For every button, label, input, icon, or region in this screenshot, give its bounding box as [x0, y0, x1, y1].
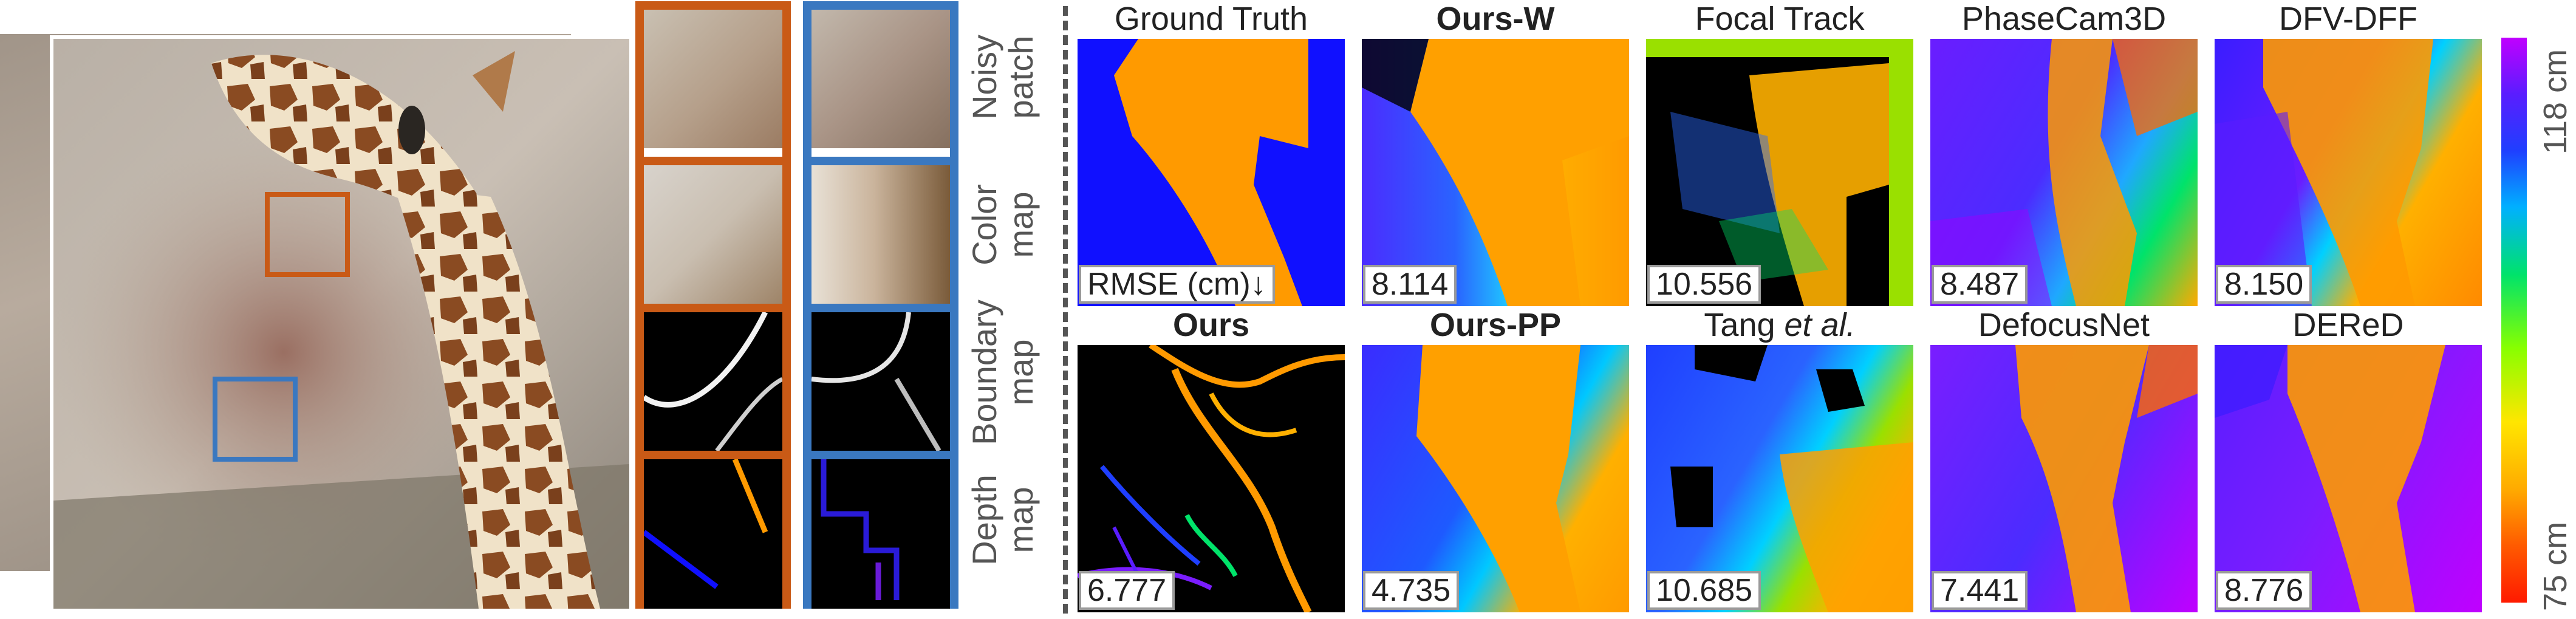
title-ground-truth: Ground Truth [1114, 1, 1308, 37]
title-focal-track: Focal Track [1695, 1, 1865, 37]
panel-ours [1078, 345, 1345, 612]
title-dfv-dff: DFV-DFF [2279, 1, 2417, 37]
defocusnet-depth [2015, 345, 2198, 612]
blue-noisy-patch [811, 10, 950, 148]
panel-defocusnet [1930, 345, 2198, 612]
panel-phasecam3d [1930, 39, 2198, 306]
blue-patch-box [213, 377, 298, 462]
orange-patch-column [635, 1, 791, 609]
panel-ours-pp [1362, 345, 1629, 612]
title-phasecam3d: PhaseCam3D [1961, 1, 2167, 37]
row-label-depth-map: Depth map [965, 474, 1040, 566]
value-ours: 6.777 [1079, 571, 1175, 610]
blue-patch-column [803, 1, 958, 609]
panel-ground-truth [1078, 39, 1345, 306]
title-et-al: et al. [1784, 307, 1856, 343]
value-dered: 8.776 [2216, 571, 2312, 610]
blue-depth-map [811, 451, 950, 609]
value-ours-pp: 4.735 [1363, 571, 1460, 610]
colorbar-top-label: 118 cm [2537, 49, 2574, 154]
panel-dered [2215, 345, 2482, 612]
ours-depth [1078, 345, 1345, 612]
orange-boundary-lines [644, 312, 782, 451]
title-defocusnet: DefocusNet [1978, 307, 2150, 343]
input-photo [50, 35, 633, 612]
blue-boundary-lines [811, 312, 941, 451]
orange-color-map [644, 157, 782, 304]
ours-pp-depth [1416, 345, 1580, 612]
panel-tang-et-al [1646, 345, 1913, 612]
focal-track-depth [1646, 39, 1913, 306]
panel-ours-w [1362, 39, 1629, 306]
value-focal-track: 10.556 [1647, 265, 1761, 304]
colorbar-bottom-label: 75 cm [2537, 521, 2574, 611]
value-defocusnet: 7.441 [1932, 571, 2028, 610]
title-ours-pp: Ours-PP [1429, 307, 1562, 343]
orange-depth-lines [644, 459, 768, 589]
blue-color-map [811, 157, 950, 304]
title-tang: Tang [1704, 307, 1785, 343]
panel-focal-track [1646, 39, 1913, 306]
row-label-color-map: Color map [965, 184, 1040, 265]
dfv-dff-depth [2215, 39, 2433, 306]
value-tang-et-al: 10.685 [1647, 571, 1761, 610]
orange-boundary-map [644, 304, 782, 451]
orange-noisy-patch [644, 10, 782, 148]
panel-dfv-dff [2215, 39, 2482, 306]
value-phasecam3d: 8.487 [1932, 265, 2028, 304]
blue-depth-lines [821, 459, 900, 600]
ours-w-depth [1362, 39, 1629, 306]
title-dered: DEReD [2292, 307, 2404, 343]
ground-truth-depth [1114, 39, 1308, 306]
depth-colorbar [2501, 38, 2527, 603]
blue-boundary-map [811, 304, 950, 451]
value-dfv-dff: 8.150 [2216, 265, 2312, 304]
dered-depth [2215, 345, 2445, 612]
title-tang-et-al: Tang et al. [1646, 306, 1913, 344]
row-label-noisy-patch: Noisy patch [965, 34, 1040, 120]
value-ground-truth: RMSE (cm)↓ [1079, 265, 1275, 304]
title-ours-w: Ours-W [1436, 1, 1555, 37]
dashed-separator [1063, 6, 1068, 614]
photo-stack-back-strip [0, 0, 571, 34]
title-ours: Ours [1172, 307, 1250, 343]
row-label-boundary-map: Boundary map [965, 299, 1040, 445]
orange-depth-map [644, 451, 782, 609]
orange-patch-box [265, 192, 350, 277]
value-ours-w: 8.114 [1363, 265, 1457, 304]
input-photo-image [53, 39, 629, 609]
tang-et-al-depth [1670, 345, 1913, 612]
